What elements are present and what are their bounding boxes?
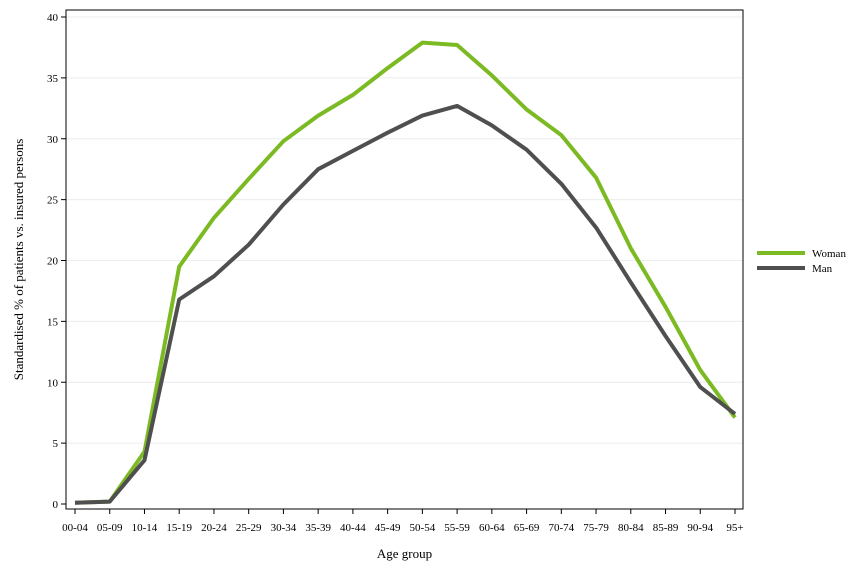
x-axis-ticks: 00-04 05-09 10-14 15-19 20-24 25-29 30-34 35-39…	[62, 509, 744, 534]
x-tick-label: 20-24	[201, 522, 227, 534]
x-tick-label: 75-79	[583, 522, 609, 534]
x-axis-title: Age group	[377, 546, 432, 561]
y-tick-label: 15	[47, 316, 59, 328]
x-tick-label: 25-29	[236, 522, 262, 534]
x-tick-label: 40-44	[340, 522, 366, 534]
legend-item: Woman	[757, 248, 846, 260]
y-tick-label: 20	[47, 256, 59, 268]
x-tick-label: 50-54	[410, 522, 436, 534]
y-tick-label: 5	[53, 438, 59, 450]
x-tick-label: 05-09	[97, 522, 123, 534]
x-tick-label: 85-89	[653, 522, 679, 534]
legend-label: Man	[812, 263, 833, 275]
y-axis-ticks: 0 5 10 15 20 25 30 35 40	[47, 12, 66, 511]
x-tick-label: 30-34	[271, 522, 297, 534]
x-tick-label: 70-74	[548, 522, 574, 534]
y-tick-label: 25	[47, 195, 59, 207]
x-tick-label: 45-49	[375, 522, 401, 534]
x-tick-label: 15-19	[166, 522, 192, 534]
x-tick-label: 35-39	[305, 522, 331, 534]
x-tick-label: 00-04	[62, 522, 88, 534]
x-tick-label: 60-64	[479, 522, 505, 534]
y-tick-label: 35	[47, 73, 59, 85]
y-tick-label: 30	[47, 134, 59, 146]
series-line-man	[74, 103, 737, 505]
y-tick-label: 0	[53, 499, 59, 511]
x-tick-label: 95+	[726, 522, 743, 534]
series-lines	[74, 40, 737, 505]
x-tick-label: 55-59	[444, 522, 470, 534]
x-tick-label: 80-84	[618, 522, 644, 534]
x-tick-label: 65-69	[514, 522, 540, 534]
grid-lines	[66, 16, 743, 444]
series-line-woman	[74, 40, 737, 505]
plot-frame	[65, 9, 744, 510]
legend-item: Man	[757, 263, 833, 275]
y-axis-title: Standardised % of patients vs. insured p…	[11, 139, 26, 381]
y-tick-label: 40	[47, 12, 59, 24]
y-tick-label: 10	[47, 377, 59, 389]
x-tick-label: 90-94	[687, 522, 713, 534]
legend-label: Woman	[812, 248, 846, 260]
legend: Woman Man	[757, 248, 846, 275]
x-tick-label: 10-14	[132, 522, 158, 534]
